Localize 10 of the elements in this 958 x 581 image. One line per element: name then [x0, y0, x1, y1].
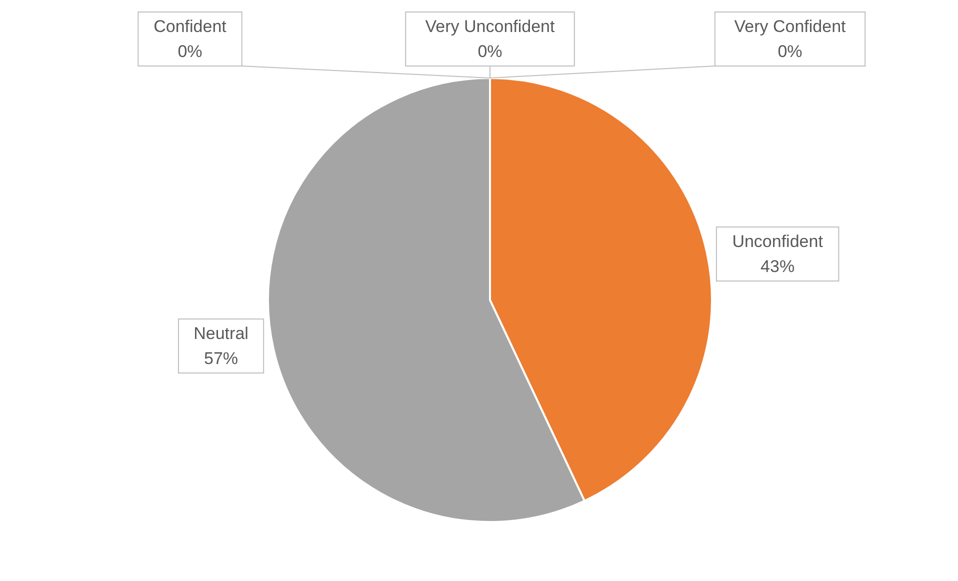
slice-label: Neutral: [194, 324, 248, 344]
text: 0%: [778, 42, 802, 61]
text: 0%: [478, 42, 502, 61]
text: 0%: [178, 42, 202, 61]
data-label: 57%: [204, 349, 238, 368]
category-label: Confident: [154, 17, 226, 36]
data-label: 43%: [760, 256, 795, 276]
slice-label: Unconfident: [732, 232, 824, 251]
category-label: Very Confident: [734, 17, 846, 36]
category-label: Very Unconfident: [425, 17, 555, 36]
